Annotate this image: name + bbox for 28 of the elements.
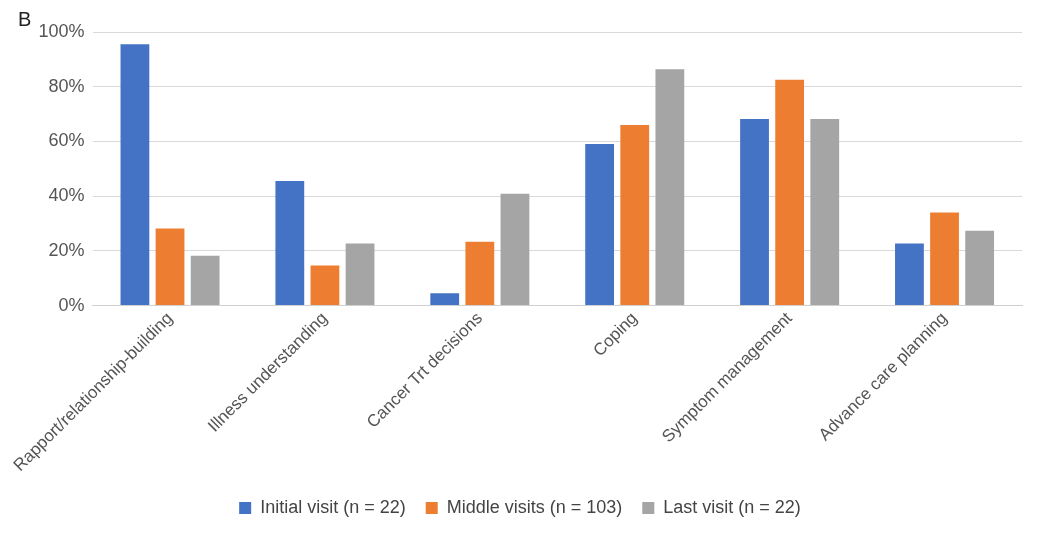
bar xyxy=(465,241,495,306)
bar xyxy=(740,118,769,306)
bar xyxy=(155,228,185,306)
legend-label: Last visit (n = 22) xyxy=(663,496,801,517)
y-tick-label: 100% xyxy=(38,20,85,41)
bar xyxy=(930,212,959,306)
bar xyxy=(775,79,805,306)
bar xyxy=(895,243,924,306)
y-tick-label: 80% xyxy=(48,75,85,96)
bar xyxy=(655,69,685,306)
y-tick-label: 60% xyxy=(48,130,85,151)
bar xyxy=(500,193,530,306)
chart-title: B xyxy=(18,7,32,30)
legend-label: Middle visits (n = 103) xyxy=(446,496,623,517)
bar xyxy=(190,255,220,306)
y-tick-label: 40% xyxy=(48,185,85,206)
legend-label: Initial visit (n = 22) xyxy=(260,496,406,517)
bar xyxy=(585,143,615,306)
bar xyxy=(620,125,650,306)
bar xyxy=(120,44,150,306)
bar xyxy=(275,181,305,306)
bar xyxy=(430,293,460,306)
bar xyxy=(965,230,995,306)
bar xyxy=(345,243,375,306)
y-tick-label: 20% xyxy=(48,239,85,260)
bar xyxy=(310,265,340,306)
bar xyxy=(810,118,840,306)
y-tick-label: 0% xyxy=(58,294,85,315)
